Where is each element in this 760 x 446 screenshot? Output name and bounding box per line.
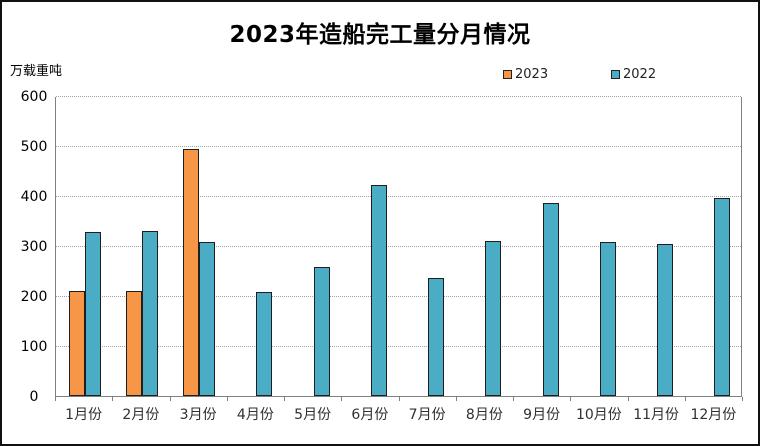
y-tick-label-500: 500 [20, 139, 48, 155]
y-tick-label-300: 300 [20, 239, 48, 255]
x-tick-mark-2 [169, 397, 171, 401]
y-tick-label-600: 600 [20, 89, 48, 105]
x-tick-mark-10 [627, 397, 629, 401]
legend-swatch-2023 [503, 70, 512, 79]
x-tick-label-7月份: 7月份 [408, 407, 446, 423]
y-tick-label-100: 100 [20, 339, 48, 355]
legend-label-2023: 2023 [515, 67, 549, 82]
x-tick-label-11月份: 11月份 [633, 407, 680, 423]
x-tick-mark-8 [513, 397, 514, 401]
bar-2022-3月份 [199, 242, 216, 396]
x-tick-label-6月份: 6月份 [351, 407, 389, 423]
x-tick-label-3月份: 3月份 [179, 407, 217, 423]
bar-2022-6月份 [370, 185, 387, 396]
gridline-400 [56, 196, 741, 197]
gridline-100 [56, 346, 741, 347]
x-tick-label-4月份: 4月份 [236, 407, 274, 423]
bar-2022-7月份 [428, 278, 445, 396]
chart-title: 2023年造船完工量分月情况 [229, 22, 531, 48]
bar-2022-9月份 [542, 203, 559, 396]
bar-2023-2月份 [125, 291, 142, 396]
bar-2022-10月份 [599, 242, 616, 396]
bar-2022-8月份 [485, 241, 502, 396]
y-tick-label-0: 0 [29, 389, 39, 405]
x-tick-label-2月份: 2月份 [122, 407, 160, 423]
legend-item-2022: 2022 [611, 67, 656, 82]
legend-item-2023: 2023 [503, 67, 548, 82]
gridline-500 [56, 146, 741, 147]
y-tick-label-200: 200 [20, 289, 48, 305]
x-tick-label-12月份: 12月份 [690, 407, 737, 423]
x-tick-mark-0 [55, 397, 56, 401]
bar-2023-3月份 [183, 149, 200, 396]
bar-2022-11月份 [657, 244, 674, 396]
bar-2023-1月份 [68, 291, 85, 396]
bar-2022-2月份 [141, 231, 158, 396]
bar-2022-1月份 [84, 232, 101, 396]
gridline-300 [56, 246, 741, 247]
x-tick-label-10月份: 10月份 [575, 407, 622, 423]
x-tick-label-9月份: 9月份 [523, 407, 561, 423]
legend-label-2022: 2022 [623, 67, 657, 82]
y-axis-unit-label: 万载重吨 [10, 64, 63, 79]
x-tick-mark-11 [684, 397, 686, 401]
x-tick-label-8月份: 8月份 [465, 407, 503, 423]
x-tick-mark-6 [398, 397, 400, 401]
gridline-200 [56, 296, 741, 297]
x-tick-mark-9 [570, 397, 572, 401]
x-tick-mark-3 [226, 397, 228, 401]
bar-2022-4月份 [256, 292, 273, 396]
x-tick-label-1月份: 1月份 [65, 407, 103, 423]
x-tick-mark-5 [341, 397, 343, 401]
legend-swatch-2022 [611, 70, 620, 79]
x-tick-mark-1 [112, 397, 114, 401]
bar-2022-12月份 [714, 198, 731, 396]
x-tick-mark-4 [284, 397, 285, 401]
gridline-600 [56, 96, 741, 97]
x-tick-mark-12 [742, 397, 743, 401]
bar-2022-5月份 [313, 267, 330, 396]
x-tick-mark-7 [455, 397, 457, 401]
plot-area [55, 96, 742, 397]
y-tick-label-400: 400 [20, 189, 48, 205]
x-tick-label-5月份: 5月份 [294, 407, 332, 423]
